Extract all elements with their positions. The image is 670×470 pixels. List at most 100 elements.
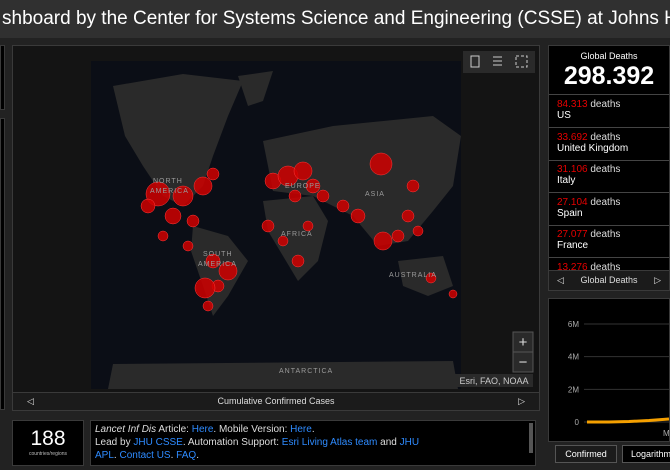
divider [549, 257, 669, 258]
deaths-tab[interactable]: Global Deaths [580, 275, 638, 285]
greenland [238, 71, 273, 106]
zoom-in: + [519, 334, 528, 351]
info-text: . [196, 450, 199, 461]
bubble [277, 235, 289, 247]
info-text: and [377, 437, 400, 448]
map-tools: + − Esri, FAO, NOAA [455, 51, 535, 387]
counter-panel: 188 countries/regions [12, 420, 84, 466]
attribution: Esri, FAO, NOAA [459, 376, 528, 386]
continent-labels: NORTH AMERICA EUROPE ASIA AFRICA SOUTH A… [150, 178, 436, 375]
info-link[interactable]: JHU CSSE [133, 437, 183, 448]
death-unit: deaths [590, 261, 621, 273]
y-tick-label: 4M [568, 353, 579, 362]
divider [549, 127, 669, 128]
death-country: France [557, 240, 589, 251]
qr-button[interactable] [515, 55, 528, 68]
zoom-out-button[interactable] [512, 351, 534, 373]
bubble [172, 185, 194, 207]
list-button[interactable] [493, 56, 502, 66]
map-tab[interactable]: Cumulative Confirmed Cases [217, 396, 335, 406]
bubble [182, 240, 194, 252]
bubble [406, 179, 420, 193]
divider [549, 94, 669, 95]
chart-tab[interactable]: Logarithmi [622, 445, 670, 463]
divider [549, 192, 669, 193]
bubble [202, 300, 214, 312]
map-label: AMERICA [150, 188, 189, 195]
bubble [194, 277, 216, 299]
bubble [316, 189, 330, 203]
info-panel: Lancet Inf Dis Article: Here. Mobile Ver… [90, 420, 536, 466]
bubble [140, 198, 156, 214]
bubble [425, 272, 437, 284]
death-value: 27.077 [557, 229, 588, 240]
death-value: 31.106 [557, 164, 588, 175]
bubble [164, 207, 182, 225]
info-text: . [113, 450, 120, 461]
bubble [448, 289, 458, 299]
map-label: ASIA [365, 191, 385, 198]
map-tabbar: ◁ Cumulative Confirmed Cases ▷ [13, 392, 539, 410]
deaths-tabbar: ◁ Global Deaths ▷ [549, 270, 669, 290]
death-value: 84.313 [557, 99, 588, 110]
info-link[interactable]: Here [191, 424, 214, 435]
death-unit: deaths [590, 99, 621, 110]
death-country: US [557, 110, 571, 121]
death-unit: deaths [590, 131, 621, 143]
north-america [113, 74, 243, 206]
australia [398, 256, 453, 296]
prev-arrow[interactable]: ◁ [27, 396, 34, 406]
map: NORTH AMERICA EUROPE ASIA AFRICA SOUTH A… [13, 46, 539, 392]
bubble [391, 229, 405, 243]
death-value: 33.692 [557, 131, 588, 143]
scrollbar[interactable] [529, 423, 533, 453]
bubble [157, 230, 169, 242]
info-link[interactable]: JHU APL [95, 437, 420, 461]
bookmark-button[interactable] [470, 55, 480, 68]
death-country: Italy [557, 175, 576, 186]
divider [549, 159, 669, 161]
map-label: AFRICA [281, 231, 313, 238]
y-tick-label: 0 [575, 418, 580, 427]
map-label: EUROPE [285, 183, 321, 190]
bubble [218, 261, 238, 281]
bubble [291, 254, 305, 268]
bubble [205, 253, 221, 269]
info-link[interactable]: Contact US [119, 450, 171, 461]
prev-arrow[interactable]: ◁ [557, 275, 564, 285]
info-text: Lancet Inf Dis [95, 424, 157, 435]
bubble [261, 219, 275, 233]
side-panel [0, 118, 5, 410]
map-panel: NORTH AMERICA EUROPE ASIA AFRICA SOUTH A… [12, 45, 540, 411]
death-row: 84.313 deaths US [549, 99, 669, 128]
bubble [302, 220, 314, 232]
africa [263, 196, 328, 281]
land [108, 71, 461, 389]
case-bubbles [140, 152, 458, 312]
x-axis-label: M [663, 429, 669, 438]
death-unit: deaths [590, 164, 621, 175]
info-link[interactable]: Esri Living Atlas team [281, 437, 378, 448]
chart-tab[interactable]: Confirmed [555, 445, 617, 463]
map-label: SOUTH [203, 251, 233, 258]
death-row: 13.276 deaths [557, 262, 669, 273]
bubble [305, 178, 321, 194]
death-row: 31.106 deaths Italy [549, 164, 669, 193]
death-unit: deaths [590, 229, 621, 240]
chart-panel: 6M 4M 2M 0 M [548, 298, 670, 442]
bubble [350, 208, 366, 224]
y-tick-label: 2M [568, 385, 579, 394]
death-value: 13.276 [557, 261, 588, 273]
header-title: shboard by the Center for Systems Scienc… [0, 0, 670, 38]
next-arrow[interactable]: ▷ [518, 396, 525, 406]
death-country: Spain [557, 207, 583, 219]
bubble [369, 152, 393, 176]
deaths-title: Global Deaths [580, 51, 638, 61]
info-link[interactable]: FAQ [176, 450, 197, 461]
next-arrow[interactable]: ▷ [654, 275, 661, 285]
info-link[interactable]: Here [290, 424, 312, 435]
bubble [206, 167, 220, 181]
deaths-panel: Global Deaths 298.392 84.313 deaths US 33.… [548, 45, 670, 291]
bubble [373, 231, 393, 251]
